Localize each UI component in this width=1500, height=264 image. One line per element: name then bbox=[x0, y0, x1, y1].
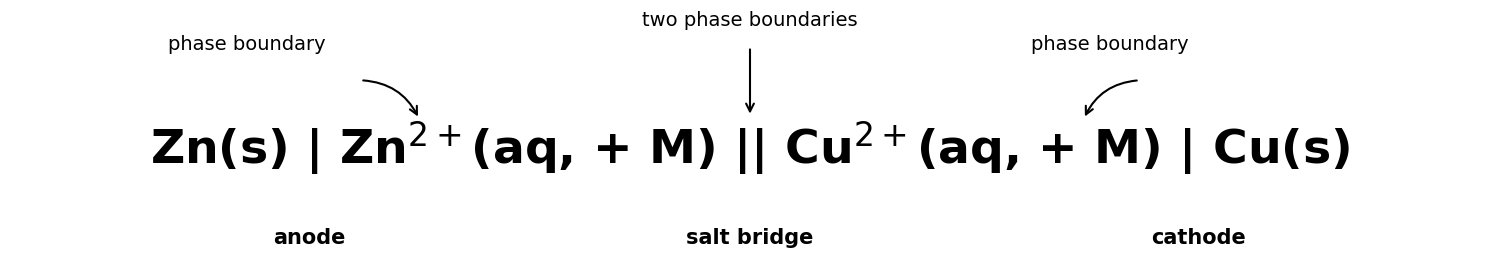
Text: phase boundary: phase boundary bbox=[1032, 35, 1190, 54]
Text: Zn(s) | Zn$^{2+}$(aq, + M) || Cu$^{2+}$(aq, + M) | Cu(s): Zn(s) | Zn$^{2+}$(aq, + M) || Cu$^{2+}$(… bbox=[150, 119, 1350, 177]
Text: salt bridge: salt bridge bbox=[687, 228, 813, 248]
Text: cathode: cathode bbox=[1150, 228, 1245, 248]
Text: anode: anode bbox=[273, 228, 345, 248]
Text: phase boundary: phase boundary bbox=[168, 35, 326, 54]
Text: two phase boundaries: two phase boundaries bbox=[642, 11, 858, 30]
